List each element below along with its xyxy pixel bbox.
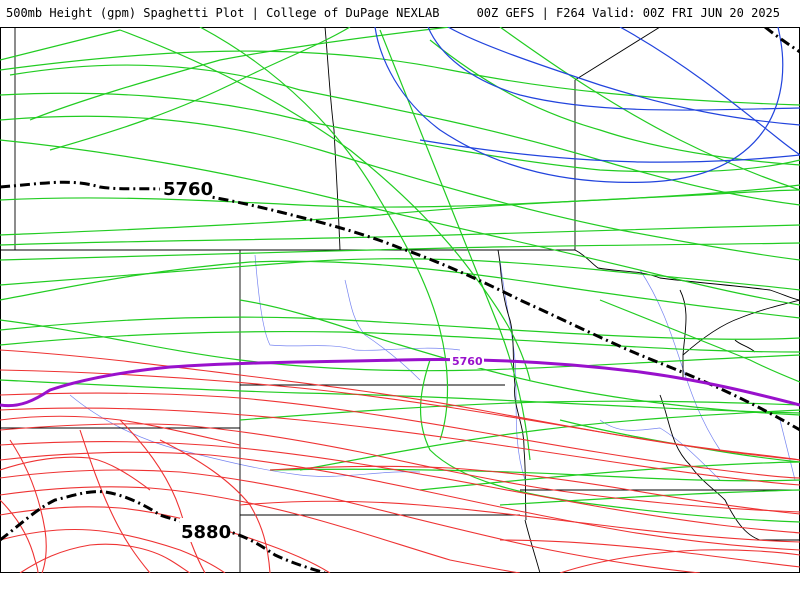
blue-member-contours [374, 27, 800, 183]
label-mean-bg [450, 354, 484, 368]
label-5760-bg [160, 176, 210, 198]
state-borders [0, 27, 800, 573]
contour-5760-mean [0, 358, 800, 408]
label-5880-bg [180, 518, 230, 542]
label-5760: 5760 [163, 179, 213, 200]
spaghetti-map: 5760 5880 5760 [0, 27, 800, 573]
plot-title: 500mb Height (gpm) Spaghetti Plot | Coll… [6, 6, 440, 20]
label-5880: 5880 [181, 522, 231, 543]
label-5760-mean: 5760 [452, 355, 483, 368]
footer-bar [0, 573, 800, 600]
red-member-contours [0, 349, 800, 573]
green-member-contours [0, 27, 800, 523]
run-info: 00Z GEFS | F264 Valid: 00Z FRI JUN 20 20… [476, 6, 780, 20]
contour-5880-black [0, 490, 326, 573]
header-bar: 500mb Height (gpm) Spaghetti Plot | Coll… [0, 0, 800, 27]
map-frame [0, 27, 800, 573]
contour-5760-black [0, 180, 800, 432]
contour-ne-black [764, 27, 800, 54]
